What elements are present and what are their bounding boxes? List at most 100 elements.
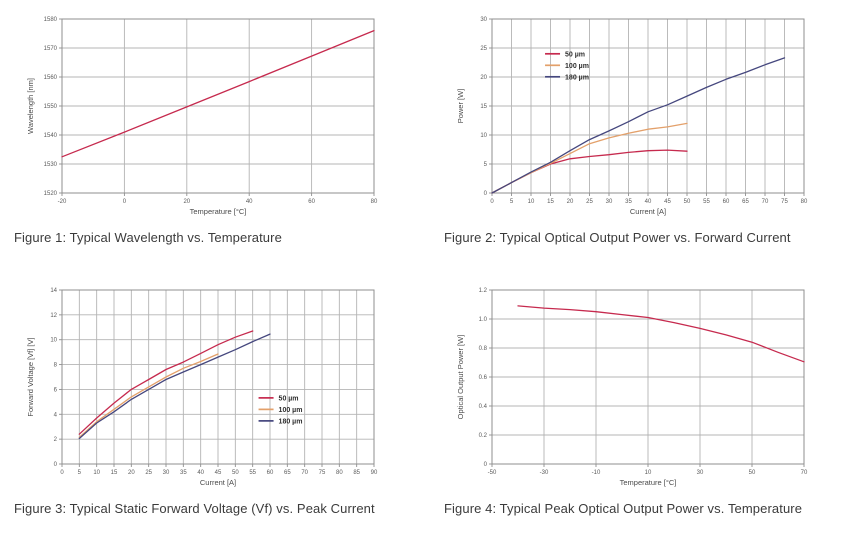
- y-axis-label: Forward Voltage [Vf] [V]: [26, 337, 35, 416]
- y-tick-label: 2: [54, 437, 58, 443]
- x-tick-label: 55: [249, 470, 256, 476]
- legend-label: 100 µm: [279, 407, 303, 414]
- x-tick-label: 25: [586, 199, 593, 205]
- x-tick-label: 70: [762, 199, 769, 205]
- x-tick-label: 0: [60, 470, 64, 476]
- figure-1-caption: Figure 1: Typical Wavelength vs. Tempera…: [14, 230, 282, 245]
- figure-3: 0 5 10 15 20 25 30 35 40 45 50 55 60 65 70 75 80 85 90 0 2 4 6…: [0, 271, 430, 516]
- x-tick-label: 20: [567, 199, 574, 205]
- y-tick-label: 0: [54, 462, 58, 468]
- x-tick-label: 60: [267, 470, 274, 476]
- grid-lines: [61, 18, 375, 194]
- y-tick-label: 1540: [44, 133, 58, 139]
- figure-2-chart: 0 5 10 15 20 25 30 35 40 45 50 55 60 65 70 75 80 0 5 10 15 20…: [430, 0, 860, 218]
- x-tick-label: 40: [645, 199, 652, 205]
- series-line-100-µm: [78, 353, 219, 438]
- x-tick-label: 30: [163, 470, 170, 476]
- axis-ticks: -20 0 20 40 60 80 1520 1530 1540 1550 1560 1570 1580: [44, 17, 378, 205]
- x-tick-label: 60: [723, 199, 730, 205]
- y-tick-label: 4: [54, 412, 58, 418]
- x-tick-label: 75: [319, 470, 326, 476]
- legend-label: 180 µm: [565, 74, 589, 81]
- series-line-180-µm: [491, 57, 786, 194]
- chart-canvas: 0 5 10 15 20 25 30 35 40 45 50 55 60 65 70 75 80 85 90 0 2 4 6…: [26, 288, 378, 487]
- x-tick-label: 65: [284, 470, 291, 476]
- y-tick-label: 20: [480, 75, 487, 81]
- x-tick-label: 35: [625, 199, 632, 205]
- figure-1: -20 0 20 40 60 80 1520 1530 1540 1550 1560 1570 1580…: [0, 0, 430, 245]
- y-tick-label: 5: [484, 162, 488, 168]
- y-tick-label: 8: [54, 363, 58, 369]
- legend-label: 50 µm: [565, 51, 585, 58]
- y-tick-label: 1550: [44, 104, 58, 110]
- figure-2: 0 5 10 15 20 25 30 35 40 45 50 55 60 65 70 75 80 0 5 10 15 20…: [430, 0, 860, 245]
- x-tick-label: 25: [145, 470, 152, 476]
- x-tick-label: 80: [801, 199, 808, 205]
- figure-4-caption: Figure 4: Typical Peak Optical Output Po…: [444, 501, 803, 516]
- x-axis-label: Temperature [°C]: [190, 207, 247, 216]
- plot-border: [491, 289, 805, 465]
- x-axis-label: Current [A]: [630, 207, 666, 216]
- x-tick-label: 0: [490, 199, 494, 205]
- series-line-50-µm: [78, 330, 254, 435]
- series-line-Peak-optical-output-power: [517, 305, 805, 363]
- x-tick-label: 70: [801, 470, 808, 476]
- y-tick-label: 1570: [44, 46, 58, 52]
- y-tick-label: 15: [480, 104, 487, 110]
- y-tick-label: 1520: [44, 191, 58, 197]
- y-tick-label: 30: [480, 17, 487, 23]
- x-tick-label: -10: [592, 470, 601, 476]
- chart-canvas: 0 5 10 15 20 25 30 35 40 45 50 55 60 65 70 75 80 0 5 10 15 20…: [456, 17, 808, 216]
- x-tick-label: 70: [301, 470, 308, 476]
- legend-label: 180 µm: [279, 418, 303, 425]
- x-tick-label: 30: [697, 470, 704, 476]
- x-tick-label: 90: [371, 470, 378, 476]
- x-tick-label: -50: [488, 470, 497, 476]
- axis-ticks: 0 5 10 15 20 25 30 35 40 45 50 55 60 65 70 75 80 85 90 0 2 4 6…: [50, 288, 378, 476]
- series-line-Wavelength: [61, 29, 375, 158]
- y-tick-label: 25: [480, 46, 487, 52]
- x-tick-label: 5: [510, 199, 514, 205]
- chart-canvas: -50 -30 -10 10 30 50 70 0 0.2 0.4 0.6 0.8 1.0 1.2 Temp…: [456, 288, 808, 487]
- x-tick-label: 10: [528, 199, 535, 205]
- y-tick-label: 10: [50, 338, 57, 344]
- y-tick-label: 14: [50, 288, 57, 294]
- figure-1-chart: -20 0 20 40 60 80 1520 1530 1540 1550 1560 1570 1580…: [0, 0, 430, 218]
- y-tick-label: 0: [484, 462, 488, 468]
- plot-border: [491, 18, 805, 194]
- x-tick-label: 20: [128, 470, 135, 476]
- figure-4-chart: -50 -30 -10 10 30 50 70 0 0.2 0.4 0.6 0.8 1.0 1.2 Temp…: [430, 271, 860, 489]
- y-tick-label: 1530: [44, 162, 58, 168]
- x-tick-label: 10: [645, 470, 652, 476]
- x-tick-label: 50: [684, 199, 691, 205]
- x-tick-label: 40: [197, 470, 204, 476]
- x-tick-label: 35: [180, 470, 187, 476]
- x-tick-label: 65: [742, 199, 749, 205]
- chart-legend: 50 µm 100 µm 180 µm: [258, 395, 303, 425]
- chart-canvas: -20 0 20 40 60 80 1520 1530 1540 1550 1560 1570 1580…: [26, 17, 378, 216]
- y-tick-label: 1.2: [479, 288, 488, 294]
- y-tick-label: 10: [480, 133, 487, 139]
- y-tick-label: 12: [50, 313, 57, 319]
- x-tick-label: -30: [540, 470, 549, 476]
- figure-3-caption: Figure 3: Typical Static Forward Voltage…: [14, 501, 375, 516]
- chart-legend: 50 µm 100 µm 180 µm: [545, 51, 589, 81]
- axis-ticks: -50 -30 -10 10 30 50 70 0 0.2 0.4 0.6 0.8 1.0 1.2: [479, 288, 808, 476]
- x-tick-label: 50: [749, 470, 756, 476]
- x-tick-label: 5: [78, 470, 82, 476]
- x-tick-label: 10: [93, 470, 100, 476]
- y-tick-label: 0.4: [479, 404, 488, 410]
- y-tick-label: 0: [484, 191, 488, 197]
- y-axis-label: Optical Output Power [W]: [456, 335, 465, 420]
- x-tick-label: 45: [664, 199, 671, 205]
- x-tick-label: 60: [308, 199, 315, 205]
- grid-lines: [491, 289, 805, 465]
- x-axis-label: Current [A]: [200, 478, 236, 487]
- x-tick-label: 40: [246, 199, 253, 205]
- y-tick-label: 1.0: [479, 317, 488, 323]
- x-tick-label: -20: [58, 199, 67, 205]
- x-axis-label: Temperature [°C]: [620, 478, 677, 487]
- grid-lines: [491, 18, 805, 194]
- x-tick-label: 15: [547, 199, 554, 205]
